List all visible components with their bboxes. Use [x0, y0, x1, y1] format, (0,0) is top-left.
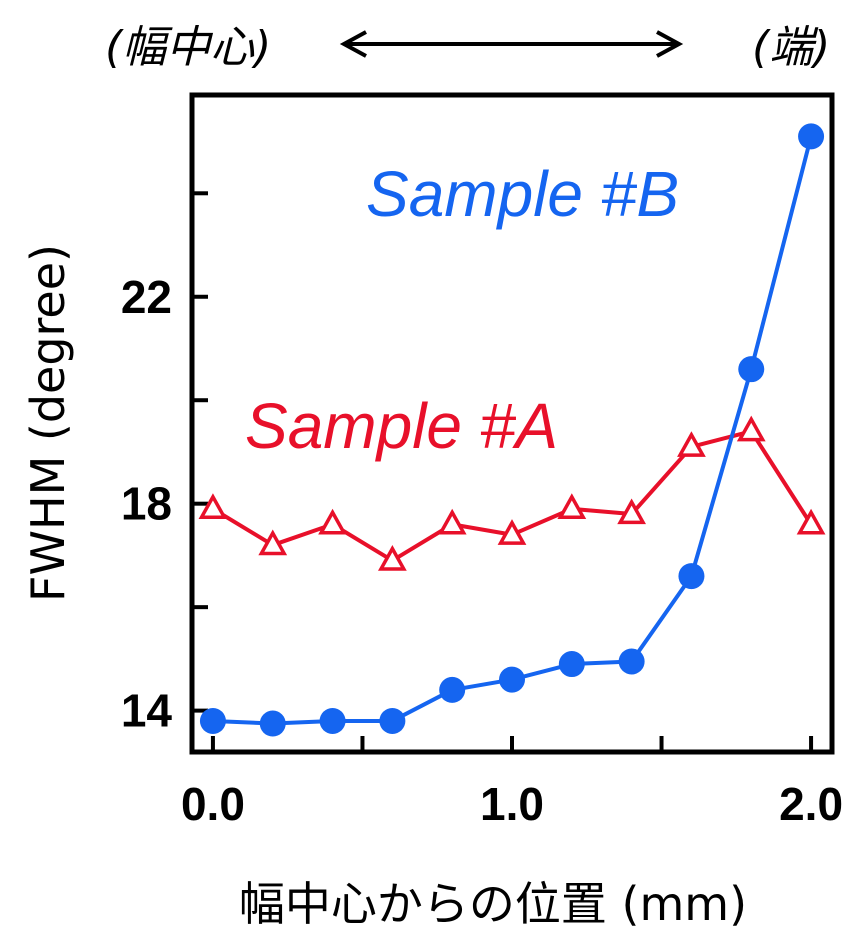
series-0-point-5 — [497, 519, 527, 545]
series-1-point-1 — [259, 710, 286, 737]
series-0-point-1 — [258, 529, 288, 556]
series-label-sample-a: Sample #A — [245, 390, 558, 462]
series-0-point-2 — [318, 508, 347, 535]
series-0-point-10 — [796, 508, 826, 535]
series-0-point-4 — [437, 508, 467, 535]
series-1-point-6 — [558, 651, 585, 678]
series-1-point-2 — [319, 707, 346, 734]
y-axis-label: FWHM (degree) — [21, 244, 75, 602]
series-1-point-9 — [738, 356, 765, 383]
y-axis-ticks — [192, 191, 208, 713]
series-1-point-0 — [199, 707, 226, 734]
series-1-point-4 — [439, 676, 466, 703]
series-0-point-9 — [736, 415, 766, 442]
x-axis-tick-labels: 0.0 1.0 2.0 — [181, 778, 843, 830]
x-tick-label-1: 1.0 — [480, 778, 544, 830]
y-tick-label-2: 22 — [121, 271, 172, 323]
series-1-point-7 — [618, 648, 645, 675]
x-axis-ticks — [210, 736, 814, 752]
series-label-sample-b: Sample #B — [366, 158, 679, 230]
y-tick-label-0: 14 — [121, 685, 173, 737]
series-1-point-5 — [499, 666, 525, 693]
series-0-point-8 — [677, 431, 706, 457]
series-layer — [198, 123, 826, 737]
x-axis-label: 幅中心からの位置 (mm) — [239, 877, 747, 931]
y-axis-tick-labels: 14 18 22 — [121, 271, 173, 737]
y-tick-label-1: 18 — [121, 478, 172, 530]
series-0-point-0 — [198, 493, 228, 520]
series-0-point-3 — [377, 545, 407, 571]
series-1-point-8 — [678, 563, 705, 590]
double-headed-arrow-icon — [339, 30, 684, 58]
x-tick-label-0: 0.0 — [181, 778, 245, 830]
series-0-point-7 — [617, 498, 647, 525]
x-tick-label-2: 2.0 — [779, 778, 843, 830]
annotation-width-center: (幅中心) — [105, 22, 271, 73]
series-1-point-10 — [798, 123, 825, 150]
series-1-point-3 — [379, 707, 406, 734]
series-0-point-6 — [557, 493, 587, 520]
annotation-edge: (端) — [752, 22, 830, 73]
